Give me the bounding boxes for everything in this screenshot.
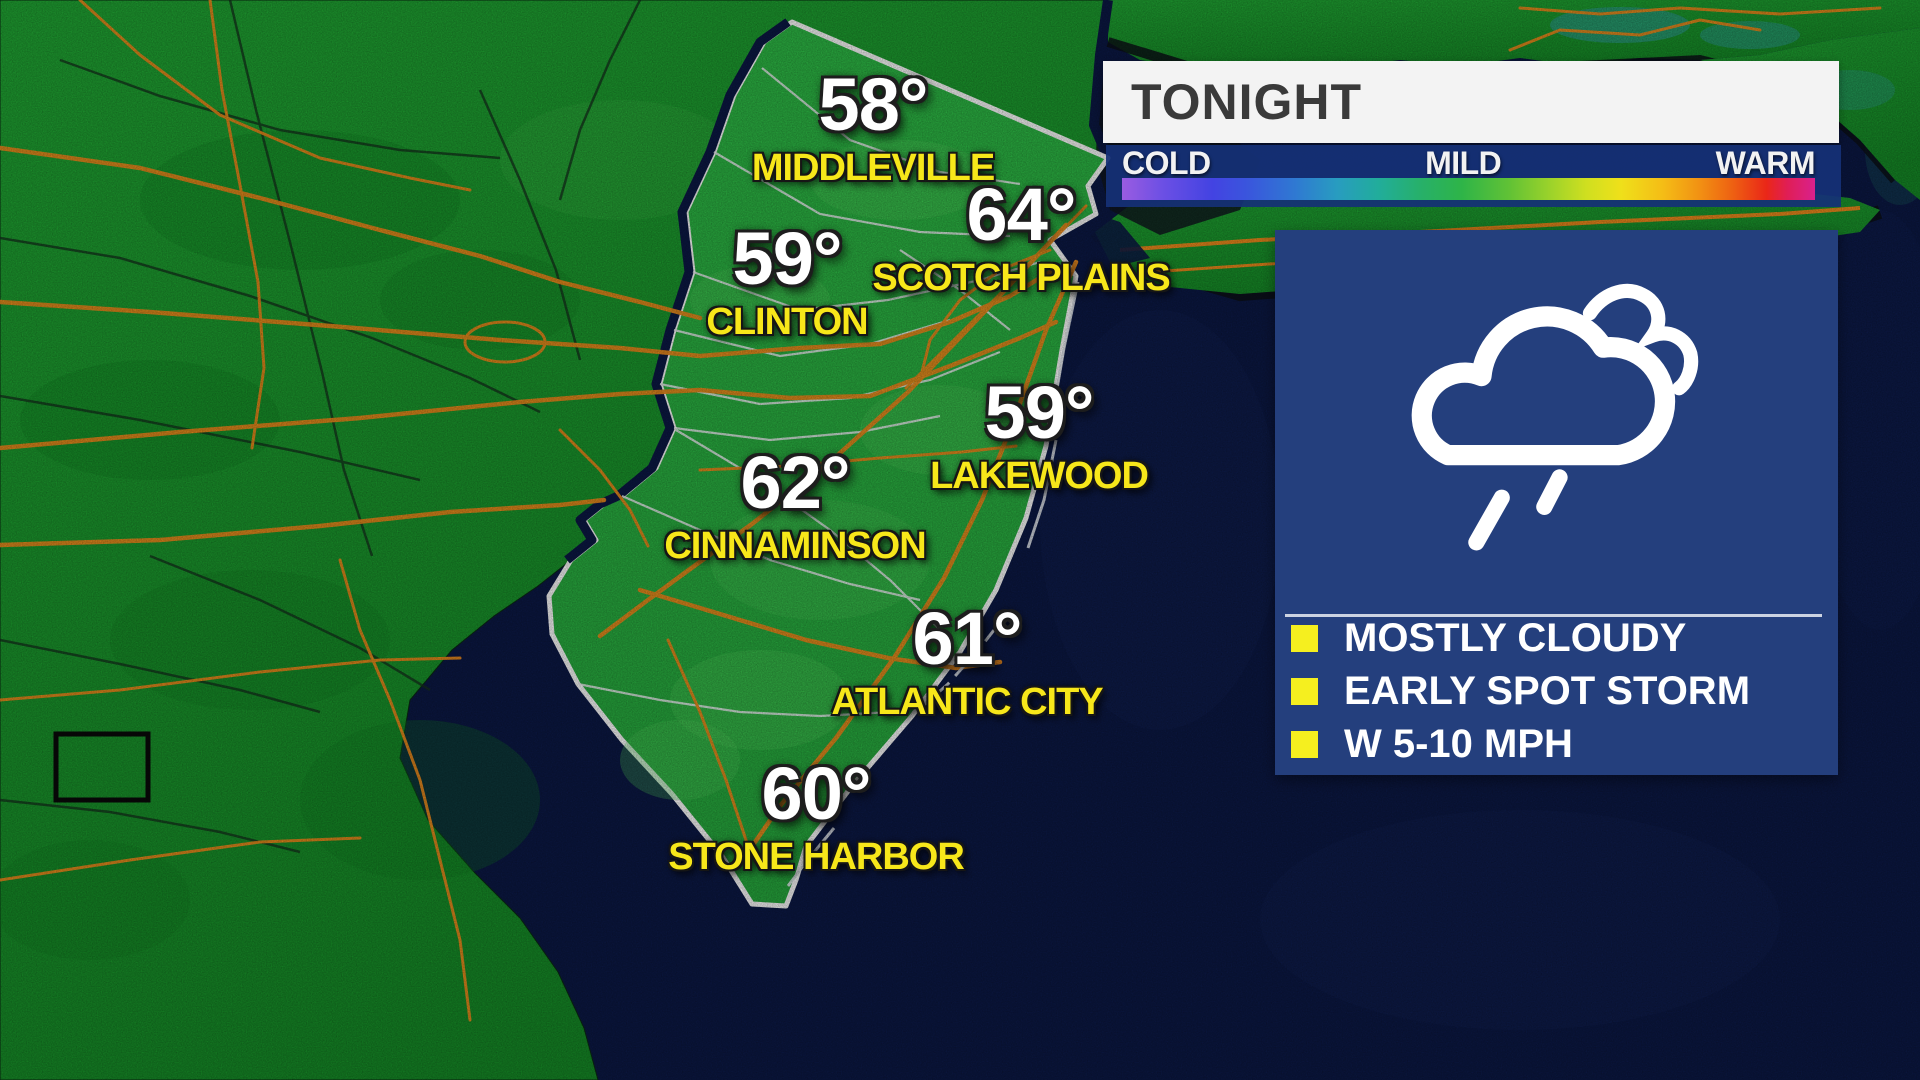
rain-drop-icon (1468, 489, 1510, 551)
city-name: MIDDLEVILLE (751, 147, 995, 189)
bullet-square-icon (1291, 730, 1318, 758)
panel-divider (1285, 614, 1822, 617)
station-middleville: 58° MIDDLEVILLE (751, 63, 995, 189)
temperature-value: 59° (984, 371, 1095, 454)
rain-drop-icon (1536, 469, 1568, 515)
moon-icon (1582, 283, 1699, 396)
city-name: CINNAMINSON (664, 525, 926, 567)
condition-text: EARLY SPOT STORM (1344, 668, 1751, 713)
temperature-gradient-bar (1122, 178, 1815, 200)
scale-label-warm: WARM (1715, 144, 1816, 181)
temperature-value: 64° (966, 173, 1077, 256)
tonight-header: TONIGHT (1103, 61, 1839, 143)
temperature-value: 60° (761, 752, 872, 835)
station-scotch-plains: 64° SCOTCH PLAINS (872, 173, 1170, 299)
temperature-value: 61° (912, 597, 1023, 680)
condition-text: MOSTLY CLOUDY (1344, 615, 1687, 660)
city-name: LAKEWOOD (930, 455, 1149, 497)
scale-label-mild: MILD (1425, 144, 1502, 181)
city-name: CLINTON (706, 301, 868, 343)
station-cinnaminson: 62° CINNAMINSON (664, 441, 926, 567)
city-name: SCOTCH PLAINS (872, 257, 1170, 299)
cloud-icon (1411, 306, 1676, 466)
station-clinton: 59° CLINTON (706, 217, 868, 343)
scale-labels: COLD MILD WARM (1122, 145, 1815, 181)
city-name: STONE HARBOR (668, 836, 965, 878)
station-lakewood: 59° LAKEWOOD (930, 371, 1149, 497)
condition-row: W 5-10 MPH (1275, 722, 1838, 766)
forecast-panel: MOSTLY CLOUDY EARLY SPOT STORM W 5-10 MP… (1275, 230, 1838, 775)
condition-row: EARLY SPOT STORM (1275, 669, 1838, 713)
bullet-square-icon (1291, 624, 1318, 652)
city-name: ATLANTIC CITY (831, 681, 1103, 723)
condition-row: MOSTLY CLOUDY (1275, 616, 1838, 660)
temperature-scale: COLD MILD WARM (1106, 145, 1841, 207)
station-atlantic-city: 61° ATLANTIC CITY (831, 597, 1103, 723)
cloud-moon-rain-icon (1411, 283, 1699, 551)
temperature-value: 59° (732, 217, 843, 300)
temperature-value: 58° (818, 63, 929, 146)
condition-text: W 5-10 MPH (1344, 721, 1573, 766)
temperature-value: 62° (740, 441, 851, 524)
bullet-square-icon (1291, 677, 1318, 705)
header-title: TONIGHT (1131, 74, 1363, 130)
station-stone-harbor: 60° STONE HARBOR (668, 752, 965, 878)
scale-label-cold: COLD (1122, 144, 1211, 181)
